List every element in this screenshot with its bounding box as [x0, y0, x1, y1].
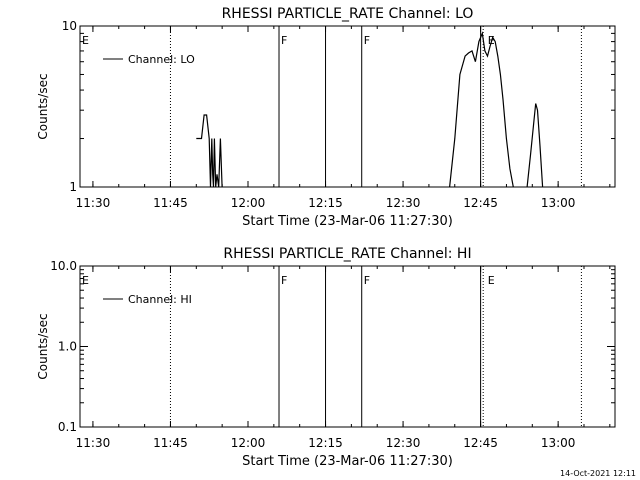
x-tick-label: 13:00: [541, 436, 576, 450]
x-tick-label: 12:30: [386, 196, 421, 210]
x-tick-label: 11:45: [153, 196, 188, 210]
x-tick-label: 12:45: [463, 436, 498, 450]
plot-area-frame: [79, 25, 616, 188]
x-tick-label: 12:15: [308, 196, 343, 210]
event-annotation: E: [488, 274, 495, 287]
x-axis-label: Start Time (23-Mar-06 11:27:30): [242, 454, 453, 469]
chart-title: RHESSI PARTICLE_RATE Channel: HI: [223, 246, 471, 262]
hi-channel-panel: RHESSI PARTICLE_RATE Channel: HI E F F E 11:3…: [36, 246, 616, 469]
x-axis-label: Start Time (23-Mar-06 11:27:30): [242, 214, 453, 229]
y-tick-label: 10: [62, 19, 77, 33]
footer-timestamp: 14-Oct-2021 12:11: [560, 469, 636, 478]
event-annotation: F: [364, 34, 370, 47]
y-axis-label: Counts/sec: [36, 73, 50, 139]
plot-area-frame: [79, 265, 616, 428]
y-axis-label: Counts/sec: [36, 313, 50, 379]
series-line-segment: [449, 31, 514, 188]
event-annotation: E: [82, 274, 89, 287]
y-tick-label: 1.0: [58, 340, 77, 354]
x-tick-label: 12:45: [463, 196, 498, 210]
x-tick-label: 13:00: [541, 196, 576, 210]
x-tick-label: 12:30: [386, 436, 421, 450]
legend-label: Channel: HI: [128, 293, 192, 306]
x-tick-label: 11:45: [153, 436, 188, 450]
x-tick-label: 11:30: [76, 436, 111, 450]
x-tick-label: 12:15: [308, 436, 343, 450]
chart-title: RHESSI PARTICLE_RATE Channel: LO: [222, 6, 474, 22]
x-tick-label: 12:00: [231, 196, 266, 210]
event-annotation: F: [364, 274, 370, 287]
y-tick-label: 10.0: [50, 259, 77, 273]
series-line-segment: [196, 114, 223, 188]
legend-label: Channel: LO: [128, 53, 195, 66]
y-tick-label: 0.1: [58, 420, 77, 434]
x-tick-label: 11:30: [76, 196, 111, 210]
event-annotation: F: [281, 34, 287, 47]
y-tick-label: 1: [69, 180, 77, 194]
x-tick-label: 12:00: [231, 436, 266, 450]
event-annotation: E: [82, 34, 89, 47]
event-annotation: F: [281, 274, 287, 287]
lo-channel-panel: RHESSI PARTICLE_RATE Channel: LOE F F E11:3…: [36, 6, 616, 229]
series-line-segment: [526, 103, 544, 188]
